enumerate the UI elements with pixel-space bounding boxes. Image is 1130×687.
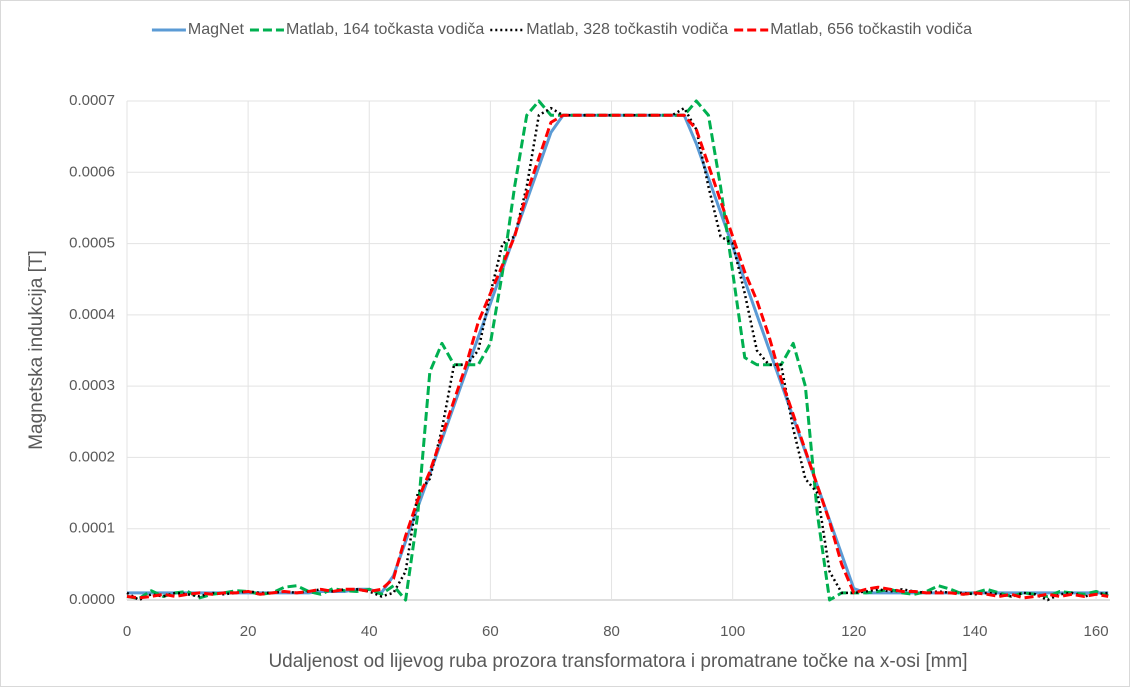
x-tick-label: 160 (1084, 623, 1109, 640)
x-axis-title: Udaljenost od lijevog ruba prozora trans… (268, 651, 967, 672)
x-tick-label: 120 (841, 623, 866, 640)
y-tick-label: 0.0007 (69, 92, 115, 109)
y-tick-label: 0.0001 (69, 520, 115, 537)
y-tick-label: 0.0002 (69, 448, 115, 465)
y-tick-label: 0.0003 (69, 377, 115, 394)
y-axis-title: Magnetska indukcija [T] (26, 250, 47, 450)
x-tick-label: 140 (962, 623, 987, 640)
y-tick-label: 0.0006 (69, 163, 115, 180)
x-tick-label: 100 (720, 623, 745, 640)
x-tick-label: 80 (603, 623, 620, 640)
x-tick-label: 40 (361, 623, 378, 640)
y-tick-label: 0.0000 (69, 591, 115, 608)
x-tick-label: 60 (482, 623, 499, 640)
y-tick-label: 0.0004 (69, 306, 115, 323)
legend-label: Matlab, 164 točkasta vodiča (286, 21, 484, 38)
legend-label: Matlab, 328 točkastih vodiča (526, 21, 728, 38)
x-tick-label: 20 (240, 623, 257, 640)
x-tick-label: 0 (123, 623, 131, 640)
legend-label: Matlab, 656 točkastih vodiča (770, 21, 972, 38)
y-tick-label: 0.0005 (69, 235, 115, 252)
line-series (126, 113, 1109, 600)
legend-label: MagNet (188, 21, 245, 38)
